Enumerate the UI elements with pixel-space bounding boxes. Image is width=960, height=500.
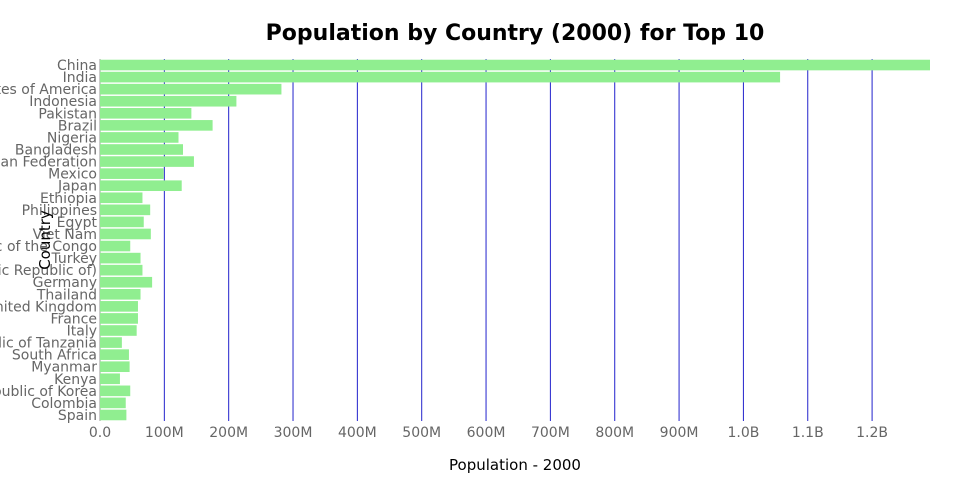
category-label: Myanmar bbox=[31, 360, 97, 376]
x-tick-label: 200M bbox=[209, 425, 248, 441]
bar bbox=[100, 288, 141, 300]
x-tick-label: 1.2B bbox=[856, 425, 888, 441]
x-tick-label: 900M bbox=[660, 425, 699, 441]
bar bbox=[100, 204, 151, 216]
category-label: Ethiopia bbox=[40, 191, 97, 207]
category-label: Turkey bbox=[50, 251, 97, 267]
bar bbox=[100, 216, 144, 228]
category-label: India bbox=[63, 70, 97, 86]
category-label: Kenya bbox=[54, 372, 97, 388]
x-axis-title: Population - 2000 bbox=[449, 456, 581, 474]
x-tick-labels: 0.0 100M 200M 300M 400M 500M 600M 700M 800M 900M 1… bbox=[89, 425, 888, 441]
category-label: Philippines bbox=[22, 203, 97, 219]
bar bbox=[100, 264, 143, 276]
category-label: Bangladesh bbox=[15, 143, 97, 159]
category-label: Spain bbox=[58, 408, 97, 424]
bar bbox=[100, 59, 930, 71]
bar bbox=[100, 409, 127, 421]
category-label: Egypt bbox=[57, 215, 98, 231]
category-label: Republic of Korea bbox=[0, 384, 97, 400]
bar bbox=[100, 252, 141, 264]
bar bbox=[100, 83, 282, 95]
bar bbox=[100, 385, 131, 397]
category-label: Indonesia bbox=[29, 94, 97, 110]
bar bbox=[100, 361, 130, 373]
category-label: China bbox=[57, 58, 97, 74]
category-label: Italy bbox=[67, 324, 97, 340]
category-label: United Republic of Tanzania bbox=[0, 336, 97, 352]
category-label: Thailand bbox=[36, 287, 97, 303]
x-tick-label: 600M bbox=[467, 425, 506, 441]
category-label: Colombia bbox=[31, 396, 97, 412]
x-tick-label: 300M bbox=[274, 425, 313, 441]
category-label: Brazil bbox=[58, 118, 97, 134]
x-tick-label: 400M bbox=[338, 425, 377, 441]
bar bbox=[100, 156, 194, 167]
bar bbox=[100, 132, 179, 143]
bar bbox=[100, 276, 153, 288]
bar bbox=[100, 107, 192, 119]
bar bbox=[100, 337, 122, 348]
bar bbox=[100, 301, 138, 312]
category-label: Germany bbox=[33, 275, 97, 291]
category-label: Iran (Islamic Republic of) bbox=[0, 263, 97, 279]
bar bbox=[100, 325, 137, 336]
bar bbox=[100, 71, 781, 83]
x-tick-label: 1.0B bbox=[727, 425, 759, 441]
category-label: Nigeria bbox=[47, 130, 97, 146]
bar bbox=[100, 397, 126, 409]
bar bbox=[100, 240, 131, 252]
category-label: South Africa bbox=[12, 348, 97, 364]
bar bbox=[100, 373, 120, 385]
category-label: Democratic Republic of the Congo bbox=[0, 239, 97, 255]
category-label: Japan bbox=[57, 179, 97, 195]
bar bbox=[100, 192, 143, 204]
bars bbox=[100, 59, 930, 421]
grid-lines bbox=[99, 59, 873, 421]
bar bbox=[100, 168, 164, 179]
y-axis-title: Country bbox=[36, 210, 54, 270]
bar bbox=[100, 180, 182, 192]
x-tick-label: 800M bbox=[595, 425, 634, 441]
x-tick-label: 0.0 bbox=[89, 425, 111, 441]
category-label: United Kingdom bbox=[0, 299, 97, 315]
bar bbox=[100, 144, 183, 155]
category-label: Pakistan bbox=[38, 106, 97, 122]
bar bbox=[100, 120, 213, 131]
x-tick-label: 100M bbox=[145, 425, 184, 441]
bar bbox=[100, 313, 138, 324]
category-label: Russian Federation bbox=[0, 155, 97, 171]
chart-title: Population by Country (2000) for Top 10 bbox=[266, 21, 765, 46]
x-tick-label: 1.1B bbox=[792, 425, 824, 441]
category-labels: ChinaIndiaUnited States of AmericaIndone… bbox=[0, 58, 97, 424]
bar bbox=[100, 95, 237, 107]
x-tick-label: 700M bbox=[531, 425, 570, 441]
category-label: Viet Nam bbox=[33, 227, 97, 243]
bar bbox=[100, 228, 151, 240]
x-tick-label: 500M bbox=[402, 425, 441, 441]
category-label: United States of America bbox=[0, 82, 97, 98]
category-label: Mexico bbox=[48, 167, 97, 183]
bar bbox=[100, 349, 129, 360]
category-label: France bbox=[50, 311, 97, 327]
